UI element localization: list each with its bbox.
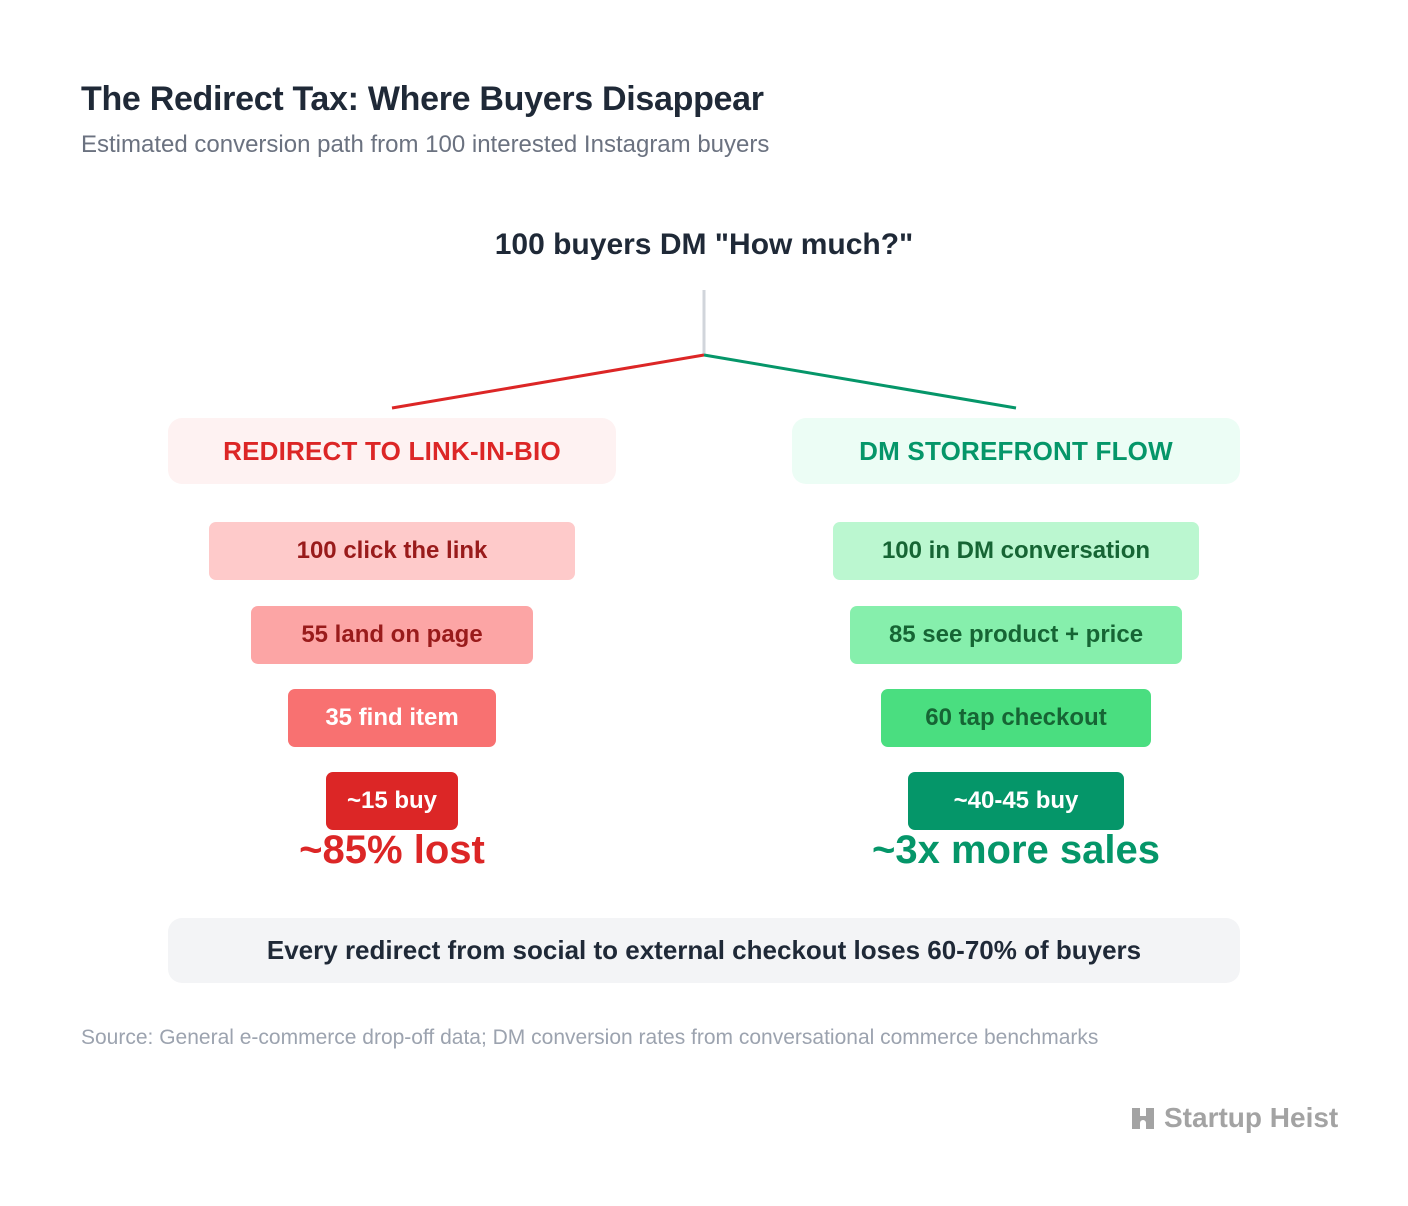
left-outcome: ~85% lost (299, 828, 485, 872)
root-node: 100 buyers DM "How much?" (494, 228, 914, 261)
right-step-4: ~40-45 buy (908, 772, 1124, 830)
left-branch-header: REDIRECT TO LINK-IN-BIO (168, 418, 616, 484)
right-branch-header: DM STOREFRONT FLOW (792, 418, 1240, 484)
left-branch-line (391, 353, 705, 410)
left-step-3: 35 find item (288, 689, 496, 747)
right-branch-line (703, 353, 1017, 410)
right-step-3: 60 tap checkout (881, 689, 1151, 747)
brand-logo: Startup Heist (1130, 1102, 1338, 1134)
h-logo-icon (1132, 1108, 1154, 1129)
page-title: The Redirect Tax: Where Buyers Disappear (81, 80, 764, 118)
left-step-4: ~15 buy (326, 772, 458, 830)
source-note: Source: General e-commerce drop-off data… (81, 1026, 1099, 1049)
right-outcome: ~3x more sales (872, 828, 1160, 872)
left-step-1: 100 click the link (209, 522, 575, 580)
callout-text: Every redirect from social to external c… (266, 935, 1142, 965)
left-step-2: 55 land on page (251, 606, 533, 664)
right-step-1: 100 in DM conversation (833, 522, 1199, 580)
right-step-2: 85 see product + price (850, 606, 1182, 664)
page-subtitle: Estimated conversion path from 100 inter… (81, 131, 770, 158)
brand-name: Startup Heist (1164, 1102, 1339, 1133)
branch-connectors (391, 290, 1017, 410)
key-insight-callout: Every redirect from social to external c… (168, 918, 1240, 983)
